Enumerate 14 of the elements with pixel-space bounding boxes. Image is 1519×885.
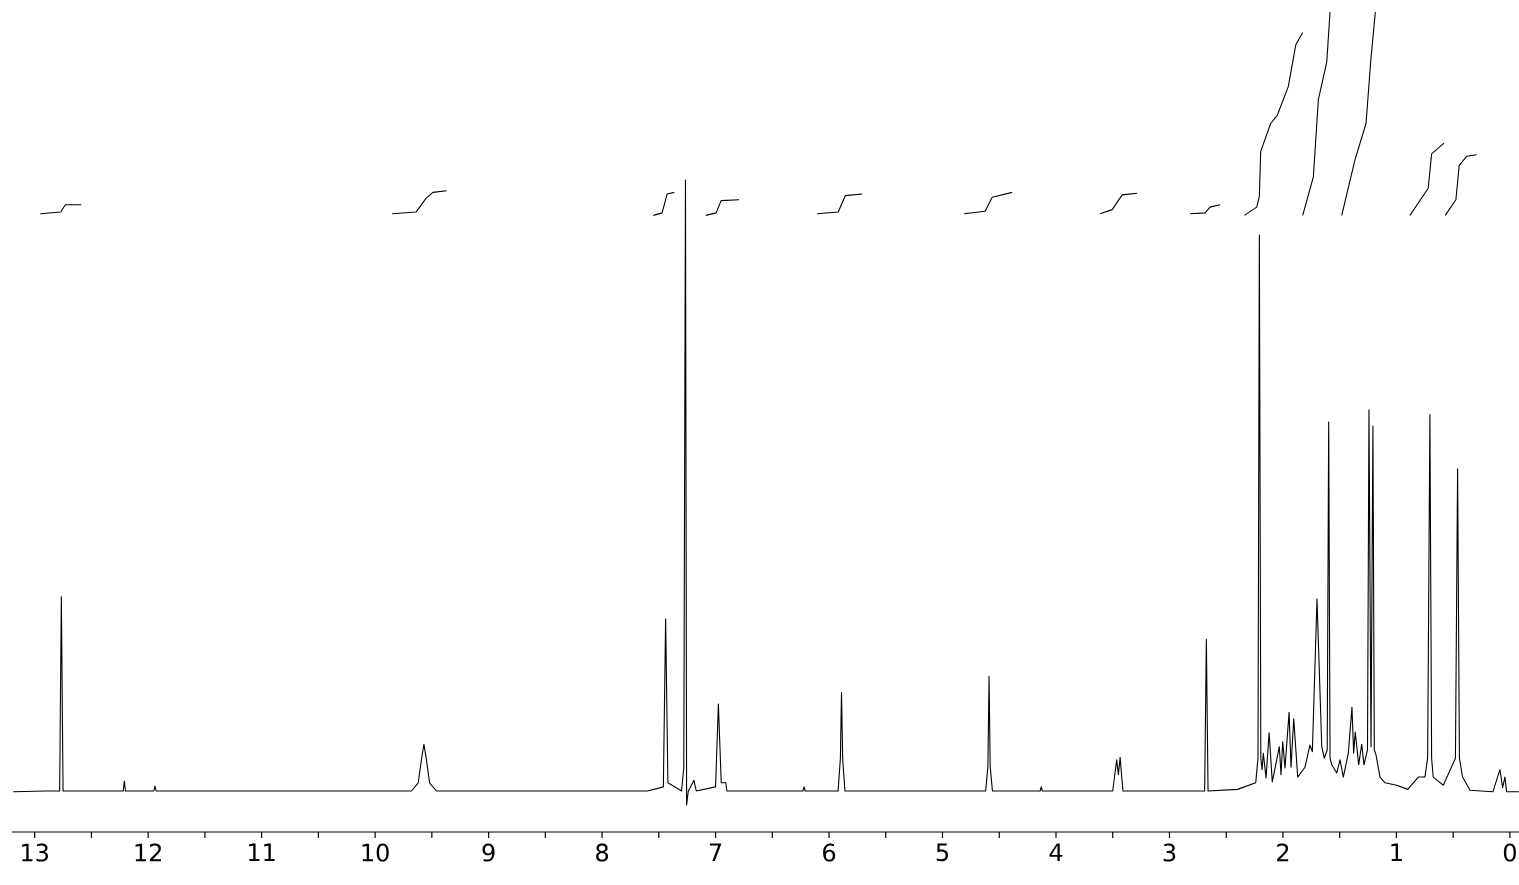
x-tick-label: 5: [936, 843, 949, 862]
x-tick-label: 8: [596, 843, 609, 862]
x-tick-label: 4: [1049, 843, 1063, 861]
x-tick-label: 11: [249, 843, 275, 861]
x-tick-label: 3: [1163, 843, 1176, 862]
x-tick-label: 1: [1391, 843, 1402, 861]
x-tick-label: 2: [1277, 843, 1289, 862]
x-tick-label: 6: [823, 843, 836, 862]
x-tick-label: 7: [709, 843, 722, 861]
x-tick-label: 12: [135, 843, 161, 862]
x-tick-label: 0: [1503, 843, 1516, 862]
x-tick-label: 13: [22, 843, 48, 862]
x-tick-label: 9: [482, 843, 495, 862]
x-tick-label: 10: [362, 843, 389, 862]
